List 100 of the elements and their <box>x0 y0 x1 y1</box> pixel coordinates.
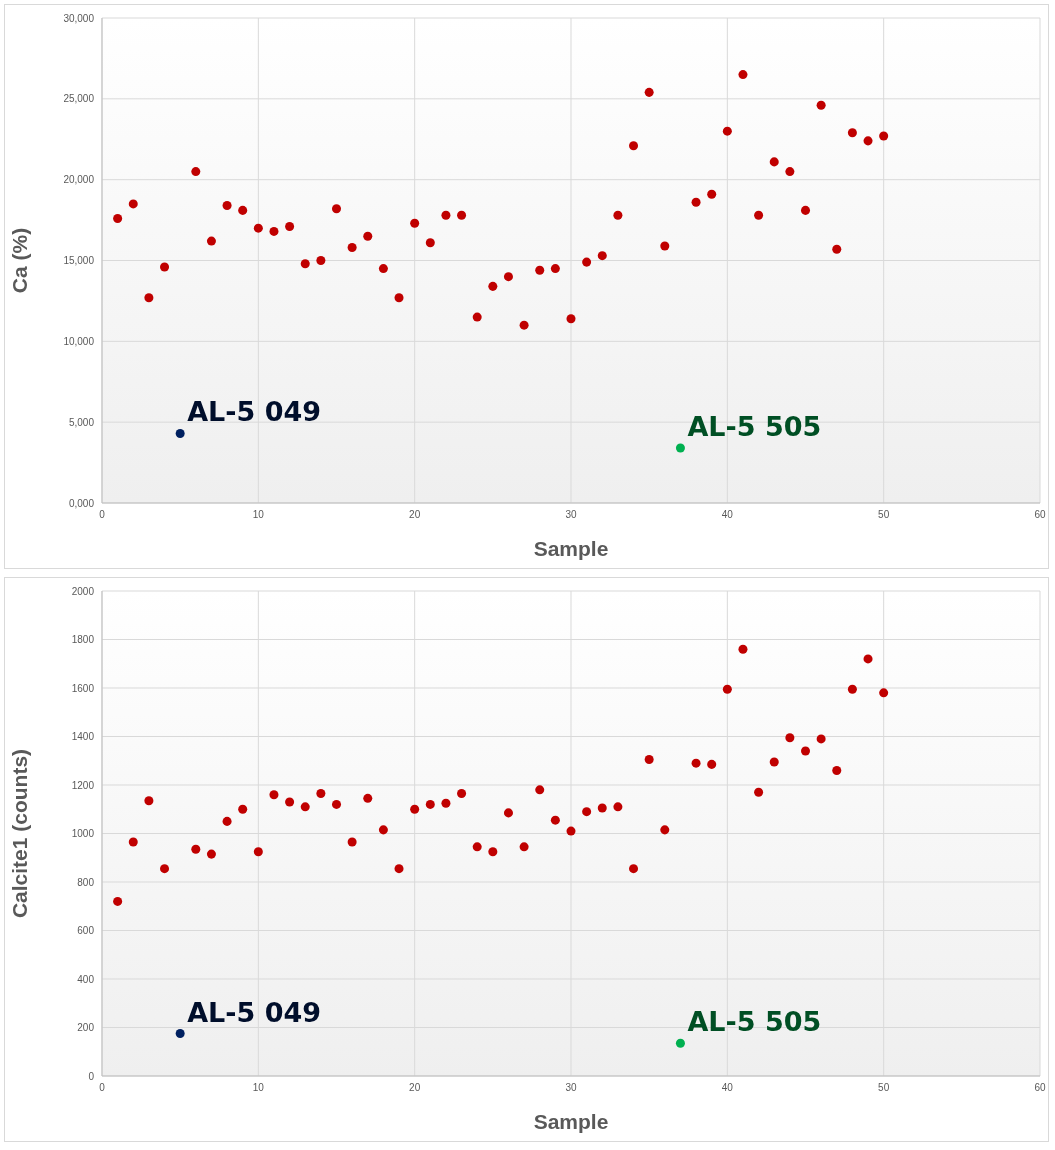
point <box>519 320 529 330</box>
point <box>785 167 795 177</box>
point <box>347 243 357 253</box>
y-tick-label: 1000 <box>71 828 95 840</box>
point <box>754 210 764 220</box>
y-tick-label: 1400 <box>71 731 95 743</box>
point <box>425 799 435 809</box>
point <box>206 849 216 859</box>
point <box>613 802 623 812</box>
x-tick-label: 10 <box>252 509 265 521</box>
point <box>160 262 170 272</box>
point <box>613 210 623 220</box>
point <box>722 126 732 136</box>
point <box>238 804 248 814</box>
point <box>144 293 154 303</box>
point <box>441 798 451 808</box>
point <box>847 684 857 694</box>
point <box>800 205 811 215</box>
point <box>644 87 654 97</box>
point <box>550 815 560 825</box>
point <box>285 222 295 232</box>
point <box>113 896 123 906</box>
x-tick-label: 20 <box>409 1082 421 1094</box>
y-tick-label: 1600 <box>71 682 95 694</box>
point <box>566 314 576 324</box>
point <box>394 864 404 874</box>
y-tick-label: 800 <box>77 876 95 888</box>
point <box>269 790 279 800</box>
x-tick-label: 30 <box>565 509 577 521</box>
series-label: AL-5 505 <box>687 411 822 443</box>
point <box>488 847 498 857</box>
point <box>144 796 154 806</box>
point <box>316 255 326 266</box>
point <box>722 684 732 694</box>
point <box>191 167 201 177</box>
point <box>800 746 811 756</box>
point <box>128 837 138 847</box>
y-axis-title: Calcite1 (counts) <box>8 748 32 919</box>
point <box>238 205 248 215</box>
point <box>785 733 795 743</box>
y-tick-label: 600 <box>77 925 95 937</box>
y-tick-label: 1800 <box>71 634 95 646</box>
point <box>316 788 326 798</box>
x-tick-label: 30 <box>565 1082 577 1094</box>
series-label: AL-5 505 <box>687 1006 822 1038</box>
x-tick-label: 10 <box>252 1082 265 1094</box>
y-tick-label: 30,000 <box>63 12 95 24</box>
point <box>816 100 826 110</box>
point <box>738 70 748 80</box>
x-tick-label: 0 <box>99 509 106 521</box>
point <box>378 825 388 835</box>
point <box>707 189 717 199</box>
point <box>629 864 639 874</box>
point <box>769 157 779 167</box>
point <box>269 226 279 236</box>
x-tick-label: 60 <box>1034 509 1046 521</box>
point <box>816 734 826 744</box>
y-tick-label: 2000 <box>71 585 95 597</box>
point <box>691 758 701 768</box>
point <box>363 793 373 803</box>
point <box>410 218 420 228</box>
point <box>879 131 889 141</box>
point <box>206 236 216 246</box>
point <box>675 443 685 453</box>
point <box>738 644 748 654</box>
y-tick-label: 0,000 <box>68 497 95 509</box>
y-tick-label: 0 <box>88 1070 95 1082</box>
point <box>660 825 670 835</box>
x-axis-title: Sample <box>533 1110 609 1133</box>
series-label: AL-5 049 <box>187 996 322 1028</box>
point <box>457 210 467 220</box>
point <box>519 842 529 852</box>
point <box>457 788 467 798</box>
point <box>769 757 779 767</box>
point <box>222 816 232 826</box>
point <box>675 1038 685 1048</box>
point <box>566 826 576 836</box>
point <box>128 199 138 209</box>
point <box>472 312 482 322</box>
point <box>378 264 388 274</box>
point <box>253 223 263 233</box>
point <box>425 238 435 248</box>
point <box>363 231 373 241</box>
x-axis-title: Sample <box>533 537 609 560</box>
point <box>535 785 545 795</box>
point <box>863 654 873 664</box>
point <box>691 197 701 207</box>
x-tick-label: 40 <box>721 1082 734 1094</box>
point <box>488 281 498 291</box>
point <box>222 201 232 211</box>
point <box>629 141 639 151</box>
y-tick-label: 200 <box>77 1022 95 1034</box>
point <box>160 864 170 874</box>
point <box>832 244 842 254</box>
y-tick-label: 10,000 <box>63 335 95 347</box>
point <box>879 688 889 698</box>
x-tick-label: 60 <box>1034 1082 1046 1094</box>
point <box>113 213 123 223</box>
point <box>597 803 607 813</box>
point <box>285 797 295 807</box>
